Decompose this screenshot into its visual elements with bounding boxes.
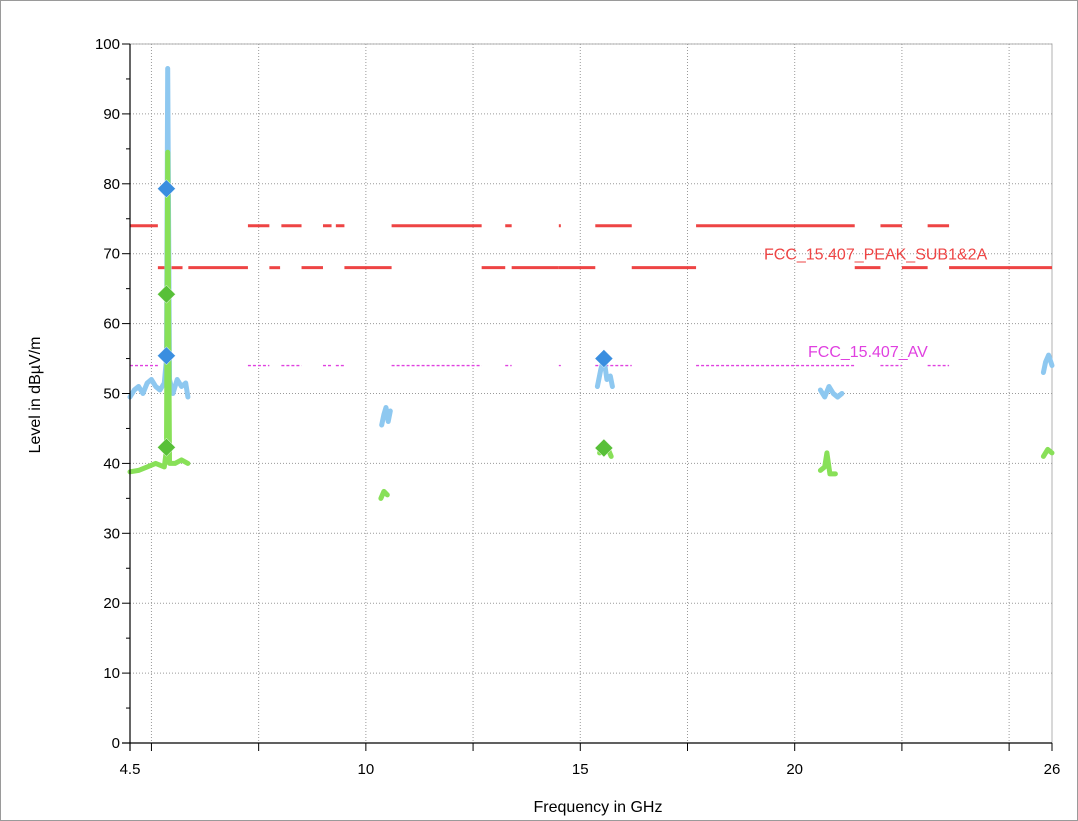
peak-trace-segment <box>127 66 191 400</box>
average-trace-segment <box>817 450 838 477</box>
y-axis-label: Level in dBµV/m <box>27 337 44 454</box>
average-trace-segment <box>378 488 390 501</box>
measurement-marker <box>594 349 614 368</box>
y-tick-label: 80 <box>103 176 120 193</box>
y-tick-label: 100 <box>95 36 120 53</box>
measurement-marker <box>594 438 614 458</box>
measurement-marker <box>157 179 176 199</box>
axes: 0 10 20 30 40 50 60 70 80 90 100 4.5 10 15 20 26 <box>95 36 1060 778</box>
measurement-marker <box>157 346 176 366</box>
x-tick-label: 10 <box>358 761 375 778</box>
x-tick-label: 20 <box>786 761 803 778</box>
peak-trace-segment <box>594 356 615 389</box>
y-tick-label: 50 <box>103 386 120 403</box>
average-trace-segment <box>127 149 191 475</box>
y-tick-label: 90 <box>103 106 120 123</box>
x-tick-label: 26 <box>1044 761 1061 778</box>
x-tick-label: 4.5 <box>120 761 141 778</box>
y-tick-label: 30 <box>103 525 120 542</box>
y-tick-label: 0 <box>112 735 120 752</box>
measurement-marker <box>157 284 176 304</box>
x-axis-label: Frequency in GHz <box>534 799 663 816</box>
markers <box>157 179 614 458</box>
x-tick-label: 15 <box>572 761 589 778</box>
peak-trace-segment <box>1040 352 1055 375</box>
y-tick-label: 70 <box>103 246 120 263</box>
limit-label-av: FCC_15.407_AV <box>808 344 928 361</box>
peak-trace-segment <box>379 405 393 428</box>
y-tick-label: 60 <box>103 316 120 333</box>
limit-lines <box>130 224 1052 367</box>
grid <box>129 43 1053 744</box>
y-tick-label: 20 <box>103 595 120 612</box>
limit-label-peak: FCC_15.407_PEAK_SUB1&2A <box>764 247 988 264</box>
measurement-marker <box>157 437 176 457</box>
average-trace-segment <box>1040 446 1055 459</box>
y-tick-label: 10 <box>103 665 120 682</box>
peak-trace-segment <box>817 384 845 400</box>
y-tick-label: 40 <box>103 455 120 472</box>
traces <box>127 66 1055 501</box>
labels: FCC_15.407_PEAK_SUB1&2A FCC_15.407_AV <box>764 247 988 361</box>
